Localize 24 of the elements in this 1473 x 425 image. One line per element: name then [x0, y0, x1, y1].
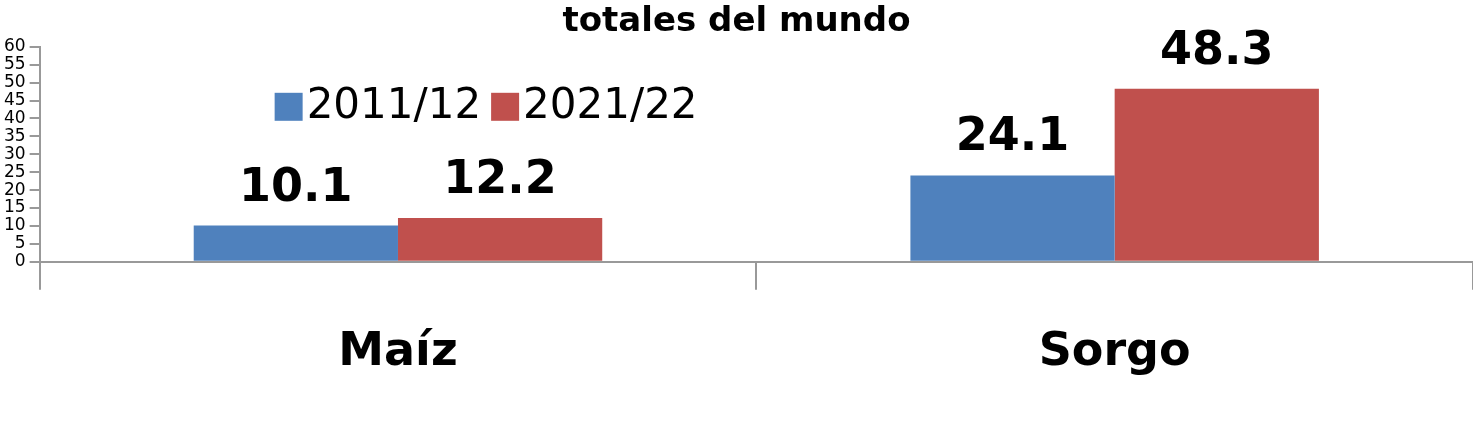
y-tick-label: 25 [3, 160, 26, 181]
bar [397, 218, 603, 261]
y-tick-label: 15 [3, 196, 26, 217]
x-tick-label: Sorgo [1038, 322, 1191, 377]
y-tick-label: 0 [14, 250, 26, 271]
chart-title: totales del mundo [562, 0, 911, 40]
y-tick-label: 40 [3, 106, 26, 127]
y-tick-label: 20 [3, 178, 26, 199]
data-label: 24.1 [955, 107, 1070, 162]
legend-label: 2011/12 [306, 78, 482, 128]
bar [910, 175, 1115, 261]
data-label: 10.1 [239, 157, 353, 212]
bar [1114, 88, 1319, 261]
y-tick-label: 5 [14, 232, 26, 253]
y-tick-label: 10 [3, 214, 26, 235]
y-tick-label: 35 [3, 124, 26, 145]
y-tick-label: 55 [3, 53, 26, 74]
bar [193, 225, 398, 261]
legend-label: 2021/22 [523, 78, 698, 128]
y-tick-label: 60 [3, 35, 26, 56]
y-tick-label: 30 [3, 142, 26, 163]
data-label: 12.2 [443, 150, 557, 205]
data-label: 48.3 [1160, 20, 1274, 75]
x-tick-label: Maíz [338, 322, 458, 377]
